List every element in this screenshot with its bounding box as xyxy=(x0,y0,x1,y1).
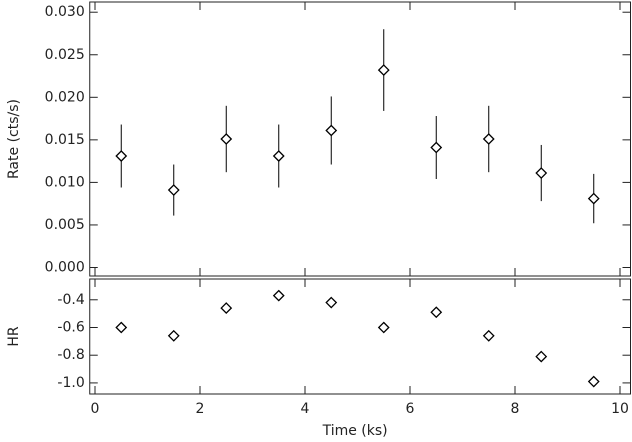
x-tick-label: 10 xyxy=(611,401,629,417)
y-tick-label: 0.030 xyxy=(45,4,85,20)
point xyxy=(377,321,390,334)
point xyxy=(482,133,495,145)
y-tick-label: -1.0 xyxy=(57,375,84,391)
point xyxy=(587,375,600,388)
point xyxy=(482,329,495,342)
y-tick-label: 0.010 xyxy=(45,174,85,190)
x-tick-label: 6 xyxy=(406,401,415,417)
y-axis-label: Rate (cts/s) xyxy=(6,99,22,179)
point xyxy=(220,133,233,145)
x-axis-label: Time (ks) xyxy=(322,423,388,439)
point xyxy=(115,321,128,334)
y-tick-label: 0.005 xyxy=(45,217,85,233)
x-tick-label: 8 xyxy=(511,401,520,417)
point xyxy=(167,329,180,342)
point xyxy=(587,192,600,205)
point xyxy=(325,296,338,309)
y-tick-label: 0.000 xyxy=(45,259,85,275)
plot-frame xyxy=(89,278,631,395)
point xyxy=(377,64,390,76)
point xyxy=(272,289,285,302)
point xyxy=(325,124,338,137)
y-tick-label: -0.8 xyxy=(57,347,84,363)
y-tick-label: 0.020 xyxy=(45,89,85,105)
point xyxy=(535,167,548,179)
y-tick-label: -0.4 xyxy=(57,292,84,308)
point xyxy=(272,150,285,162)
point xyxy=(430,306,443,319)
x-tick-label: 2 xyxy=(196,401,205,417)
y-tick-label: 0.015 xyxy=(45,132,85,148)
point xyxy=(430,141,443,154)
point xyxy=(220,302,233,315)
x-tick-label: 0 xyxy=(91,401,100,417)
x-tick-label: 4 xyxy=(301,401,310,417)
point xyxy=(535,350,548,363)
point xyxy=(167,184,180,196)
y-tick-label: -0.6 xyxy=(57,319,84,335)
point xyxy=(115,150,128,162)
y-tick-label: 0.025 xyxy=(45,47,85,63)
y-axis-label: HR xyxy=(6,326,22,347)
plot-frame xyxy=(89,1,631,277)
